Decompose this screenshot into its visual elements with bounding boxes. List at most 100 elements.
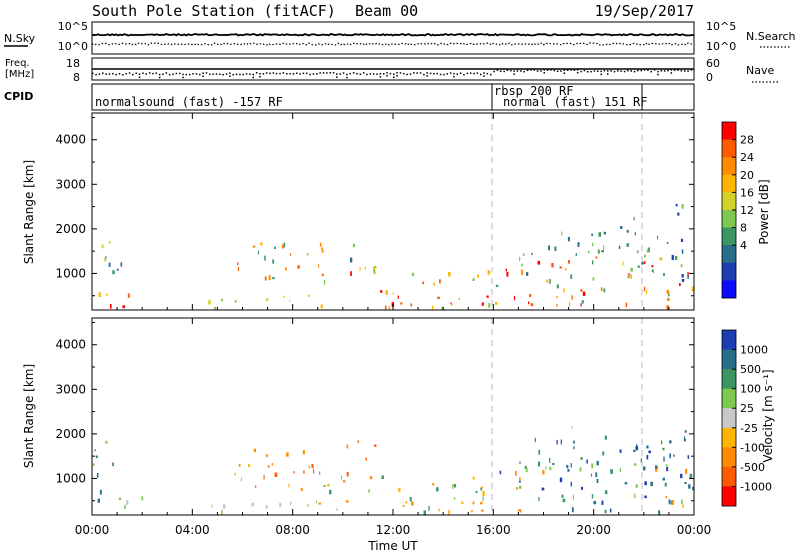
data-cell (319, 471, 321, 475)
data-cell (573, 440, 575, 444)
data-cell (556, 284, 559, 289)
data-cell (688, 484, 691, 489)
data-cell (646, 249, 649, 253)
colorbar-swatch (722, 262, 736, 281)
data-cell (240, 477, 242, 482)
nave-point (372, 73, 375, 75)
nave-point (473, 72, 475, 75)
data-cell (657, 235, 659, 240)
power-ylabel: Slant Range [km] (22, 160, 36, 264)
data-cell (619, 467, 621, 473)
data-cell (318, 502, 321, 505)
data-cell (662, 447, 665, 451)
data-cell (477, 274, 479, 278)
data-cell (374, 444, 377, 447)
nave-point (269, 72, 271, 75)
nave-point (349, 72, 351, 75)
data-cell (637, 265, 640, 268)
data-cell (275, 473, 277, 476)
data-cell (480, 501, 483, 505)
data-cell (545, 466, 547, 470)
nave-point (637, 69, 639, 72)
nave-point (633, 70, 636, 73)
data-cell (644, 481, 647, 486)
nave-point (409, 73, 412, 75)
nave-point (152, 72, 154, 75)
data-cell (101, 244, 104, 249)
nave-point (426, 75, 428, 77)
data-cell (95, 455, 98, 459)
nave-point (426, 72, 428, 74)
nave-point (272, 72, 275, 74)
data-cell (677, 212, 680, 216)
data-cell (580, 457, 583, 460)
data-cell (293, 471, 295, 474)
data-cell (400, 302, 403, 305)
x-tick-label: 00:00 (677, 523, 712, 537)
data-cell (272, 259, 275, 264)
nave-point (459, 72, 462, 74)
data-cell (321, 247, 324, 250)
nave-point (593, 70, 596, 72)
nave-point (138, 73, 141, 75)
data-cell (437, 296, 440, 299)
nave-point (118, 73, 121, 75)
nave-point (543, 72, 545, 74)
data-cell (104, 257, 107, 262)
data-cell (488, 303, 491, 308)
data-cell (380, 290, 383, 293)
nave-point (102, 72, 104, 74)
data-cell (108, 262, 111, 267)
data-cell (596, 479, 599, 483)
y-tick-label: 2000 (55, 427, 86, 441)
data-cell (620, 226, 623, 229)
data-cell (253, 448, 256, 453)
colorbar-swatch (722, 388, 736, 409)
colorbar-tick-label: 12 (740, 204, 754, 217)
data-cell (636, 444, 638, 448)
data-cell (127, 293, 130, 298)
data-cell (405, 501, 408, 504)
colorbar-tick-label: -500 (740, 461, 765, 474)
nave-point (573, 69, 576, 71)
data-cell (307, 294, 310, 297)
data-cell (274, 246, 276, 249)
nave-point (590, 70, 592, 73)
colorbar-swatch (722, 174, 736, 193)
nave-point (600, 70, 602, 73)
nave-point (647, 69, 649, 71)
nave-point (506, 69, 509, 71)
data-cell (526, 272, 529, 276)
nave-point (556, 70, 559, 72)
cpid-segment-3: normal (fast) 151 RF (503, 95, 648, 109)
data-cell (598, 232, 602, 237)
nave-point (550, 69, 552, 71)
time-axis-label: Time UT (367, 539, 418, 553)
nave-point (566, 69, 569, 71)
nave-point (249, 73, 251, 75)
data-cell (604, 435, 607, 440)
nave-point (339, 73, 341, 75)
data-cell (392, 292, 394, 295)
nave-point (684, 70, 686, 72)
data-cell (336, 508, 338, 511)
nave-tick-bottom: 0 (706, 71, 713, 84)
nave-point (209, 73, 211, 76)
data-cell (643, 466, 646, 471)
nave-point (346, 73, 348, 76)
data-cell (321, 250, 324, 253)
nave-point (523, 70, 525, 73)
nave-tick-top: 60 (706, 57, 720, 70)
data-cell (340, 475, 342, 480)
noise-left-tick-top: 10^5 (58, 20, 88, 33)
nave-point (393, 76, 395, 78)
data-cell (211, 504, 213, 508)
x-tick-label: 00:00 (75, 523, 110, 537)
nave-point (536, 70, 539, 72)
data-cell (663, 456, 665, 462)
nave-point (630, 70, 632, 72)
data-cell (531, 252, 533, 255)
nave-point (352, 72, 355, 74)
data-cell (618, 245, 621, 250)
